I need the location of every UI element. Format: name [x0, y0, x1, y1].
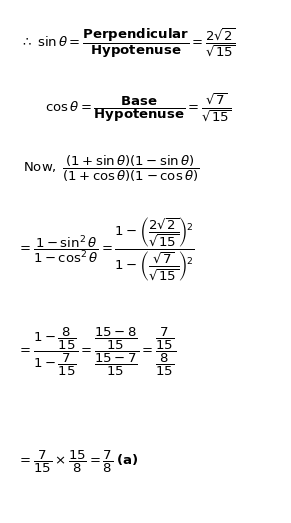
Text: $\cos\theta = \dfrac{\mathbf{Base}}{\mathbf{Hypotenuse}} = \dfrac{\sqrt{7}}{\sqr: $\cos\theta = \dfrac{\mathbf{Base}}{\mat… — [45, 92, 232, 124]
Text: $= \dfrac{1-\sin^{2}\theta}{1-\cos^{2}\theta} = \dfrac{1-\left(\dfrac{2\sqrt{2}}: $= \dfrac{1-\sin^{2}\theta}{1-\cos^{2}\t… — [17, 215, 194, 283]
Text: $= \dfrac{7}{15} \times \dfrac{15}{8} = \dfrac{7}{8}\;\mathbf{(a)}$: $= \dfrac{7}{15} \times \dfrac{15}{8} = … — [17, 449, 139, 475]
Text: $\mathrm{Now,}\;\dfrac{(1+\sin\theta)(1-\sin\theta)}{(1+\cos\theta)(1-\cos\theta: $\mathrm{Now,}\;\dfrac{(1+\sin\theta)(1-… — [23, 154, 199, 184]
Text: $= \dfrac{1-\dfrac{8}{15}}{1-\dfrac{7}{15}} = \dfrac{\dfrac{15-8}{15}}{\dfrac{15: $= \dfrac{1-\dfrac{8}{15}}{1-\dfrac{7}{1… — [17, 326, 176, 378]
Text: $\therefore\;\sin\theta = \dfrac{\mathbf{Perpendicular}}{\mathbf{Hypotenuse}} = : $\therefore\;\sin\theta = \dfrac{\mathbf… — [20, 27, 235, 59]
